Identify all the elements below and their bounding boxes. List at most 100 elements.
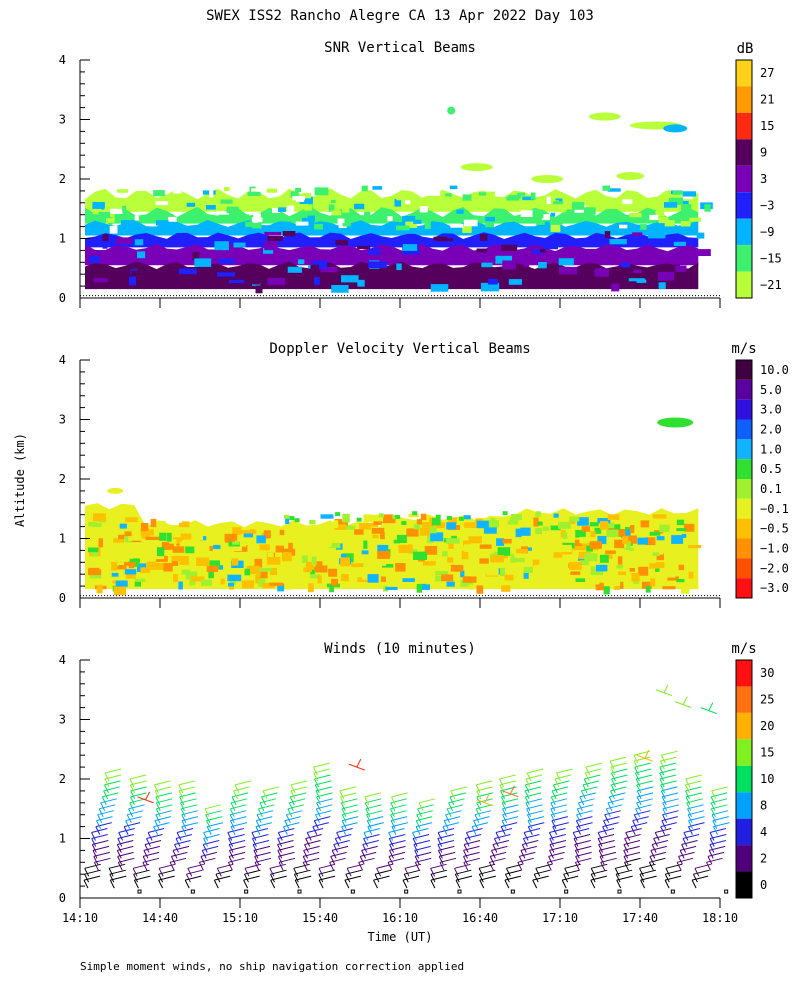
velocity-speckle [606,522,615,529]
snr-speckle [95,202,105,209]
wind-barb [134,875,151,881]
wind-barb [228,857,245,863]
wind-barb-flag [448,802,454,812]
velocity-speckle [589,522,599,527]
wind-barb [185,875,202,881]
wind-barb [582,780,600,786]
velocity-speckle [616,565,624,569]
wind-barb-flag [181,826,187,835]
wind-barb [711,786,728,792]
wind-barb [204,804,222,810]
winds-axes: 0 1 2 3 4 14:10 14:40 15:10 15:40 16:10 16:40 17:10… [59,653,738,925]
wind-barb [230,822,248,828]
wind-barb-flag [130,790,136,800]
wind-barb [534,869,551,875]
snr-speckle [223,187,230,192]
wind-barb [374,869,392,875]
snr-speckle [168,216,177,222]
snr-colorbar-unit: dB [737,41,754,57]
wind-barb-flag [549,850,554,859]
wind-barb-flag [502,808,507,818]
wind-barb [499,774,516,780]
snr-speckle [116,189,129,193]
colorbar-swatch [736,498,752,519]
velocity-speckle [441,551,448,557]
colorbar-label: 5.0 [760,383,782,397]
velocity-speckle [430,532,444,542]
wind-barb [103,786,120,792]
snr-speckle [267,277,286,285]
wind-barb-flag [128,808,134,818]
snr-speckle [102,234,109,242]
wind-barb [443,816,461,822]
wind-barb [527,810,544,816]
wind-barb-flag [662,802,668,812]
velocity-speckle [535,527,543,535]
velocity-speckle [356,517,362,522]
velocity-blob [657,417,694,428]
y-tick-label: 3 [59,113,66,127]
velocity-speckle [342,513,350,523]
velocity-speckle [584,553,598,562]
snr-speckle [522,196,535,201]
y-tick-label: 1 [59,532,66,546]
velocity-speckle [179,556,189,565]
wind-barb [205,810,222,816]
snr-speckle [389,280,408,286]
velocity-speckle [615,529,626,537]
snr-speckle [669,197,683,205]
wind-barb-flag [215,873,221,883]
wind-barb-flag [362,844,368,853]
velocity-speckle [650,578,656,587]
wind-barb-flag [664,873,670,883]
snr-speckle [313,276,320,286]
velocity-speckle [140,567,148,573]
snr-speckle [550,224,561,232]
velocity-speckle [181,569,190,575]
snr-speckle [532,210,544,219]
snr-speckle [629,212,642,218]
wind-barb [227,828,244,833]
wind-barb-flag [416,814,422,823]
wind-barb [501,798,519,804]
velocity-speckle [523,566,533,573]
velocity-speckle [316,561,323,568]
snr-speckle [214,241,229,251]
wind-barb-flag [563,873,569,883]
wind-barb-flag [117,838,123,847]
wind-barb [269,863,287,869]
snr-speckle [424,221,431,229]
velocity-speckle [416,519,422,525]
velocity-speckle [454,552,461,556]
velocity-speckle [171,555,180,561]
wind-barb [584,774,601,780]
velocity-speckle [196,557,210,566]
velocity-speckle [125,517,138,523]
snr-blob [447,106,456,115]
snr-speckle [278,207,286,212]
velocity-speckle [401,521,407,525]
snr-speckle [675,265,687,272]
wind-barb-flag [91,832,96,841]
wind-barb-flag [391,796,396,806]
wind-barb [635,768,652,774]
wind-barb-flag [463,850,468,859]
velocity-speckle [458,516,464,521]
snr-panel: SNR Vertical Beams 0 1 2 3 4 dB 27 21 15 9 3 −3 −9… [59,40,782,308]
wind-barb [660,756,677,762]
wind-barb [579,792,596,798]
velocity-speckle [618,571,627,576]
wind-barb [333,840,350,845]
velocity-speckle [262,583,275,589]
velocity-speckle [350,563,364,568]
wind-barb-flag [287,808,293,818]
snr-speckle [520,210,534,217]
wind-barb-flag [98,808,104,818]
wind-barb-flag [598,850,604,859]
velocity-speckle [88,567,100,572]
wind-barb [199,857,216,863]
wind-barb-flag [636,802,642,812]
velocity-speckle [603,586,610,595]
snr-speckle [682,191,697,197]
